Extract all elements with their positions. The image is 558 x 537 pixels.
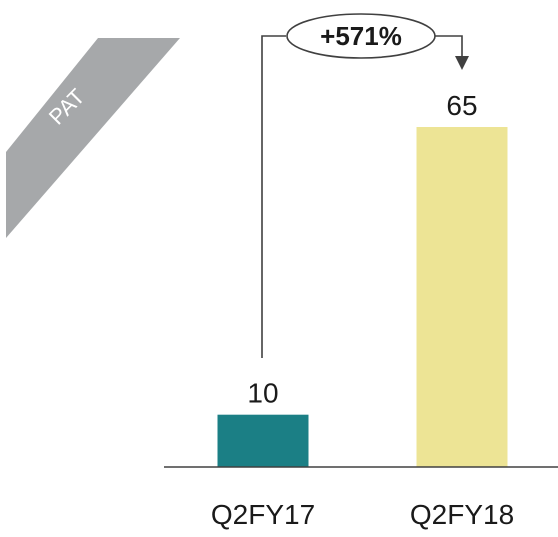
data-labels-group: 10 65 [247,90,477,409]
growth-callout [286,13,436,59]
x-tick-labels: Q2FY17 Q2FY18 [211,499,514,530]
bar-q2fy18 [416,127,508,467]
growth-label: +571% [320,21,402,51]
ribbon-shape [6,38,180,238]
connector-line-right [435,35,463,58]
connector-line [261,35,286,358]
arrow-down-icon [455,56,469,70]
growth-connector: +571% [261,13,469,358]
data-label-q2fy17: 10 [247,378,278,409]
x-tick-label-q2fy18: Q2FY18 [410,499,514,530]
bar-q2fy17 [217,414,309,467]
pat-ribbon: PAT [6,38,180,238]
data-label-q2fy18: 65 [446,90,477,121]
x-tick-label-q2fy17: Q2FY17 [211,499,315,530]
bars-group [217,127,508,467]
